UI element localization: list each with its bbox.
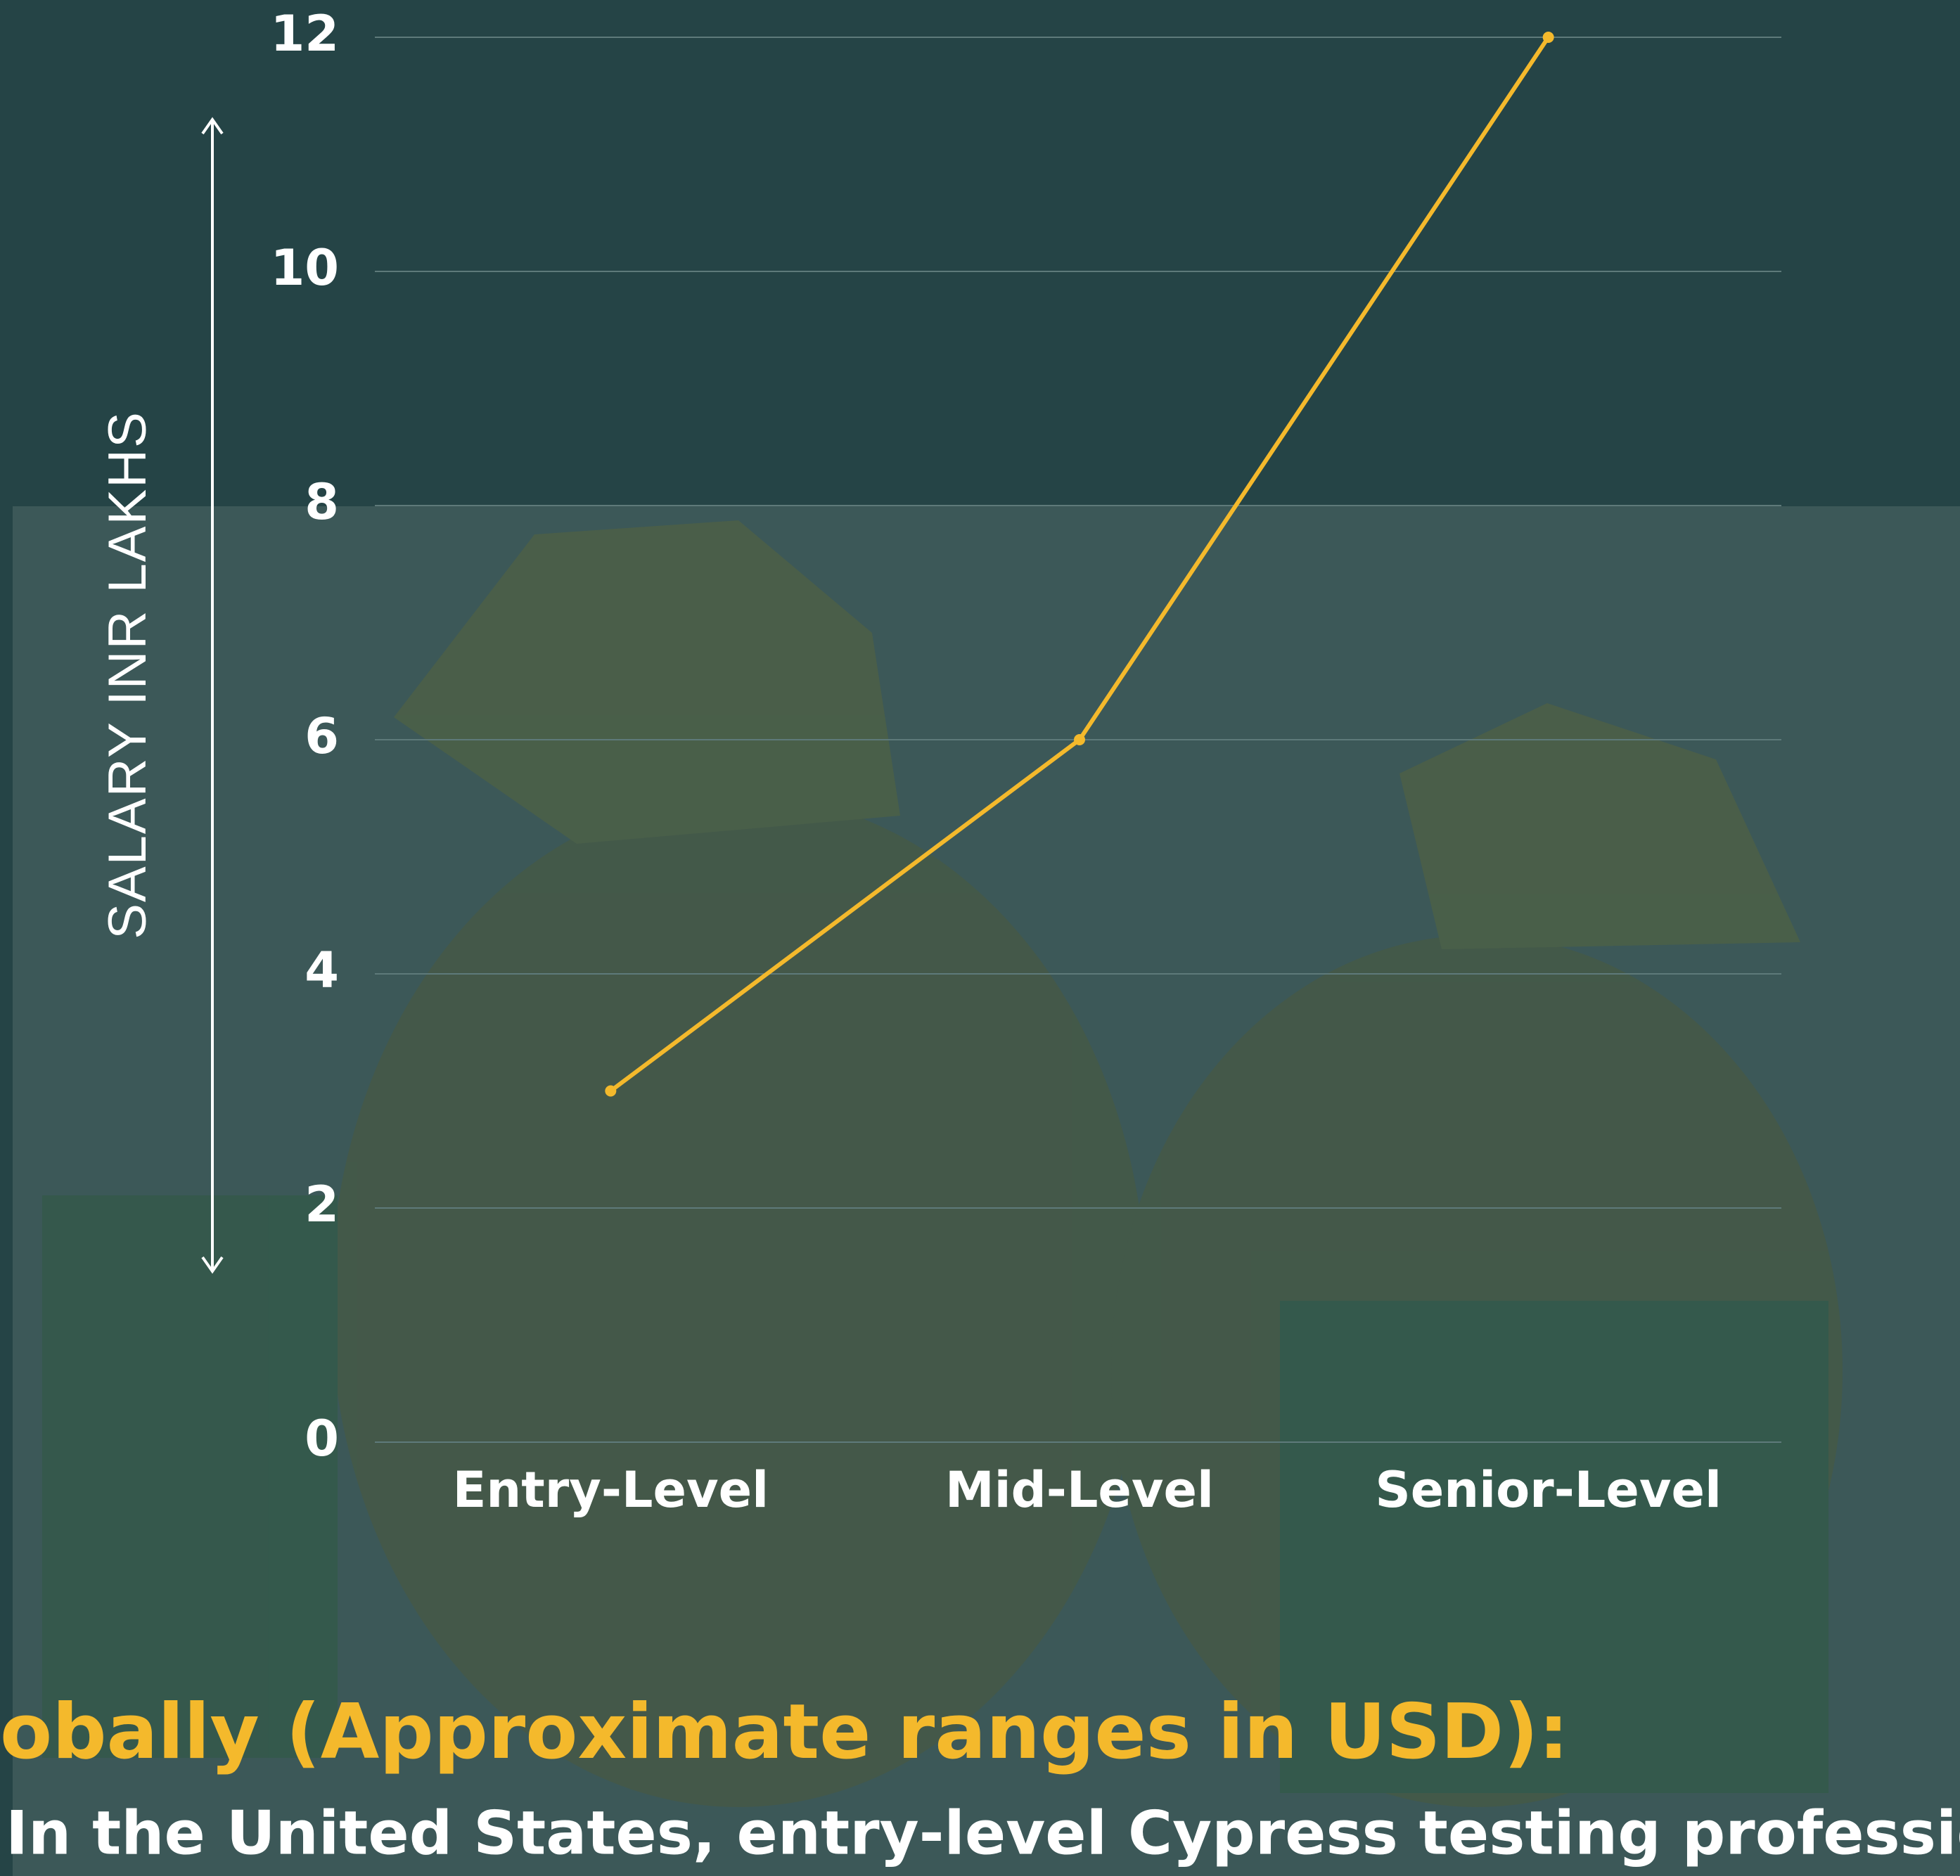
- footer-heading: obally (Approximate ranges in USD):: [0, 1688, 1569, 1776]
- y-axis-label: SALARY INR LAKHS: [98, 411, 158, 939]
- y-tick-label: 2: [305, 1176, 339, 1233]
- x-tick-label: Senior-Level: [1375, 1461, 1722, 1519]
- y-tick-label: 10: [271, 239, 339, 297]
- footer-text: In the United States, entry-level Cypres…: [6, 1798, 1960, 1868]
- y-tick-label: 6: [305, 707, 339, 765]
- data-point: [605, 1086, 616, 1097]
- y-tick-label: 12: [271, 5, 339, 63]
- x-tick-label: Mid-Level: [945, 1461, 1214, 1519]
- data-point: [1074, 734, 1085, 745]
- y-tick-label: 8: [305, 473, 339, 531]
- x-tick-label: Entry-Level: [453, 1461, 769, 1519]
- chart: SALARY INR LAKHS obally (Approximate ran…: [0, 0, 1960, 1876]
- data-point: [1543, 32, 1554, 43]
- y-tick-label: 0: [305, 1410, 339, 1467]
- y-tick-label: 4: [305, 942, 339, 999]
